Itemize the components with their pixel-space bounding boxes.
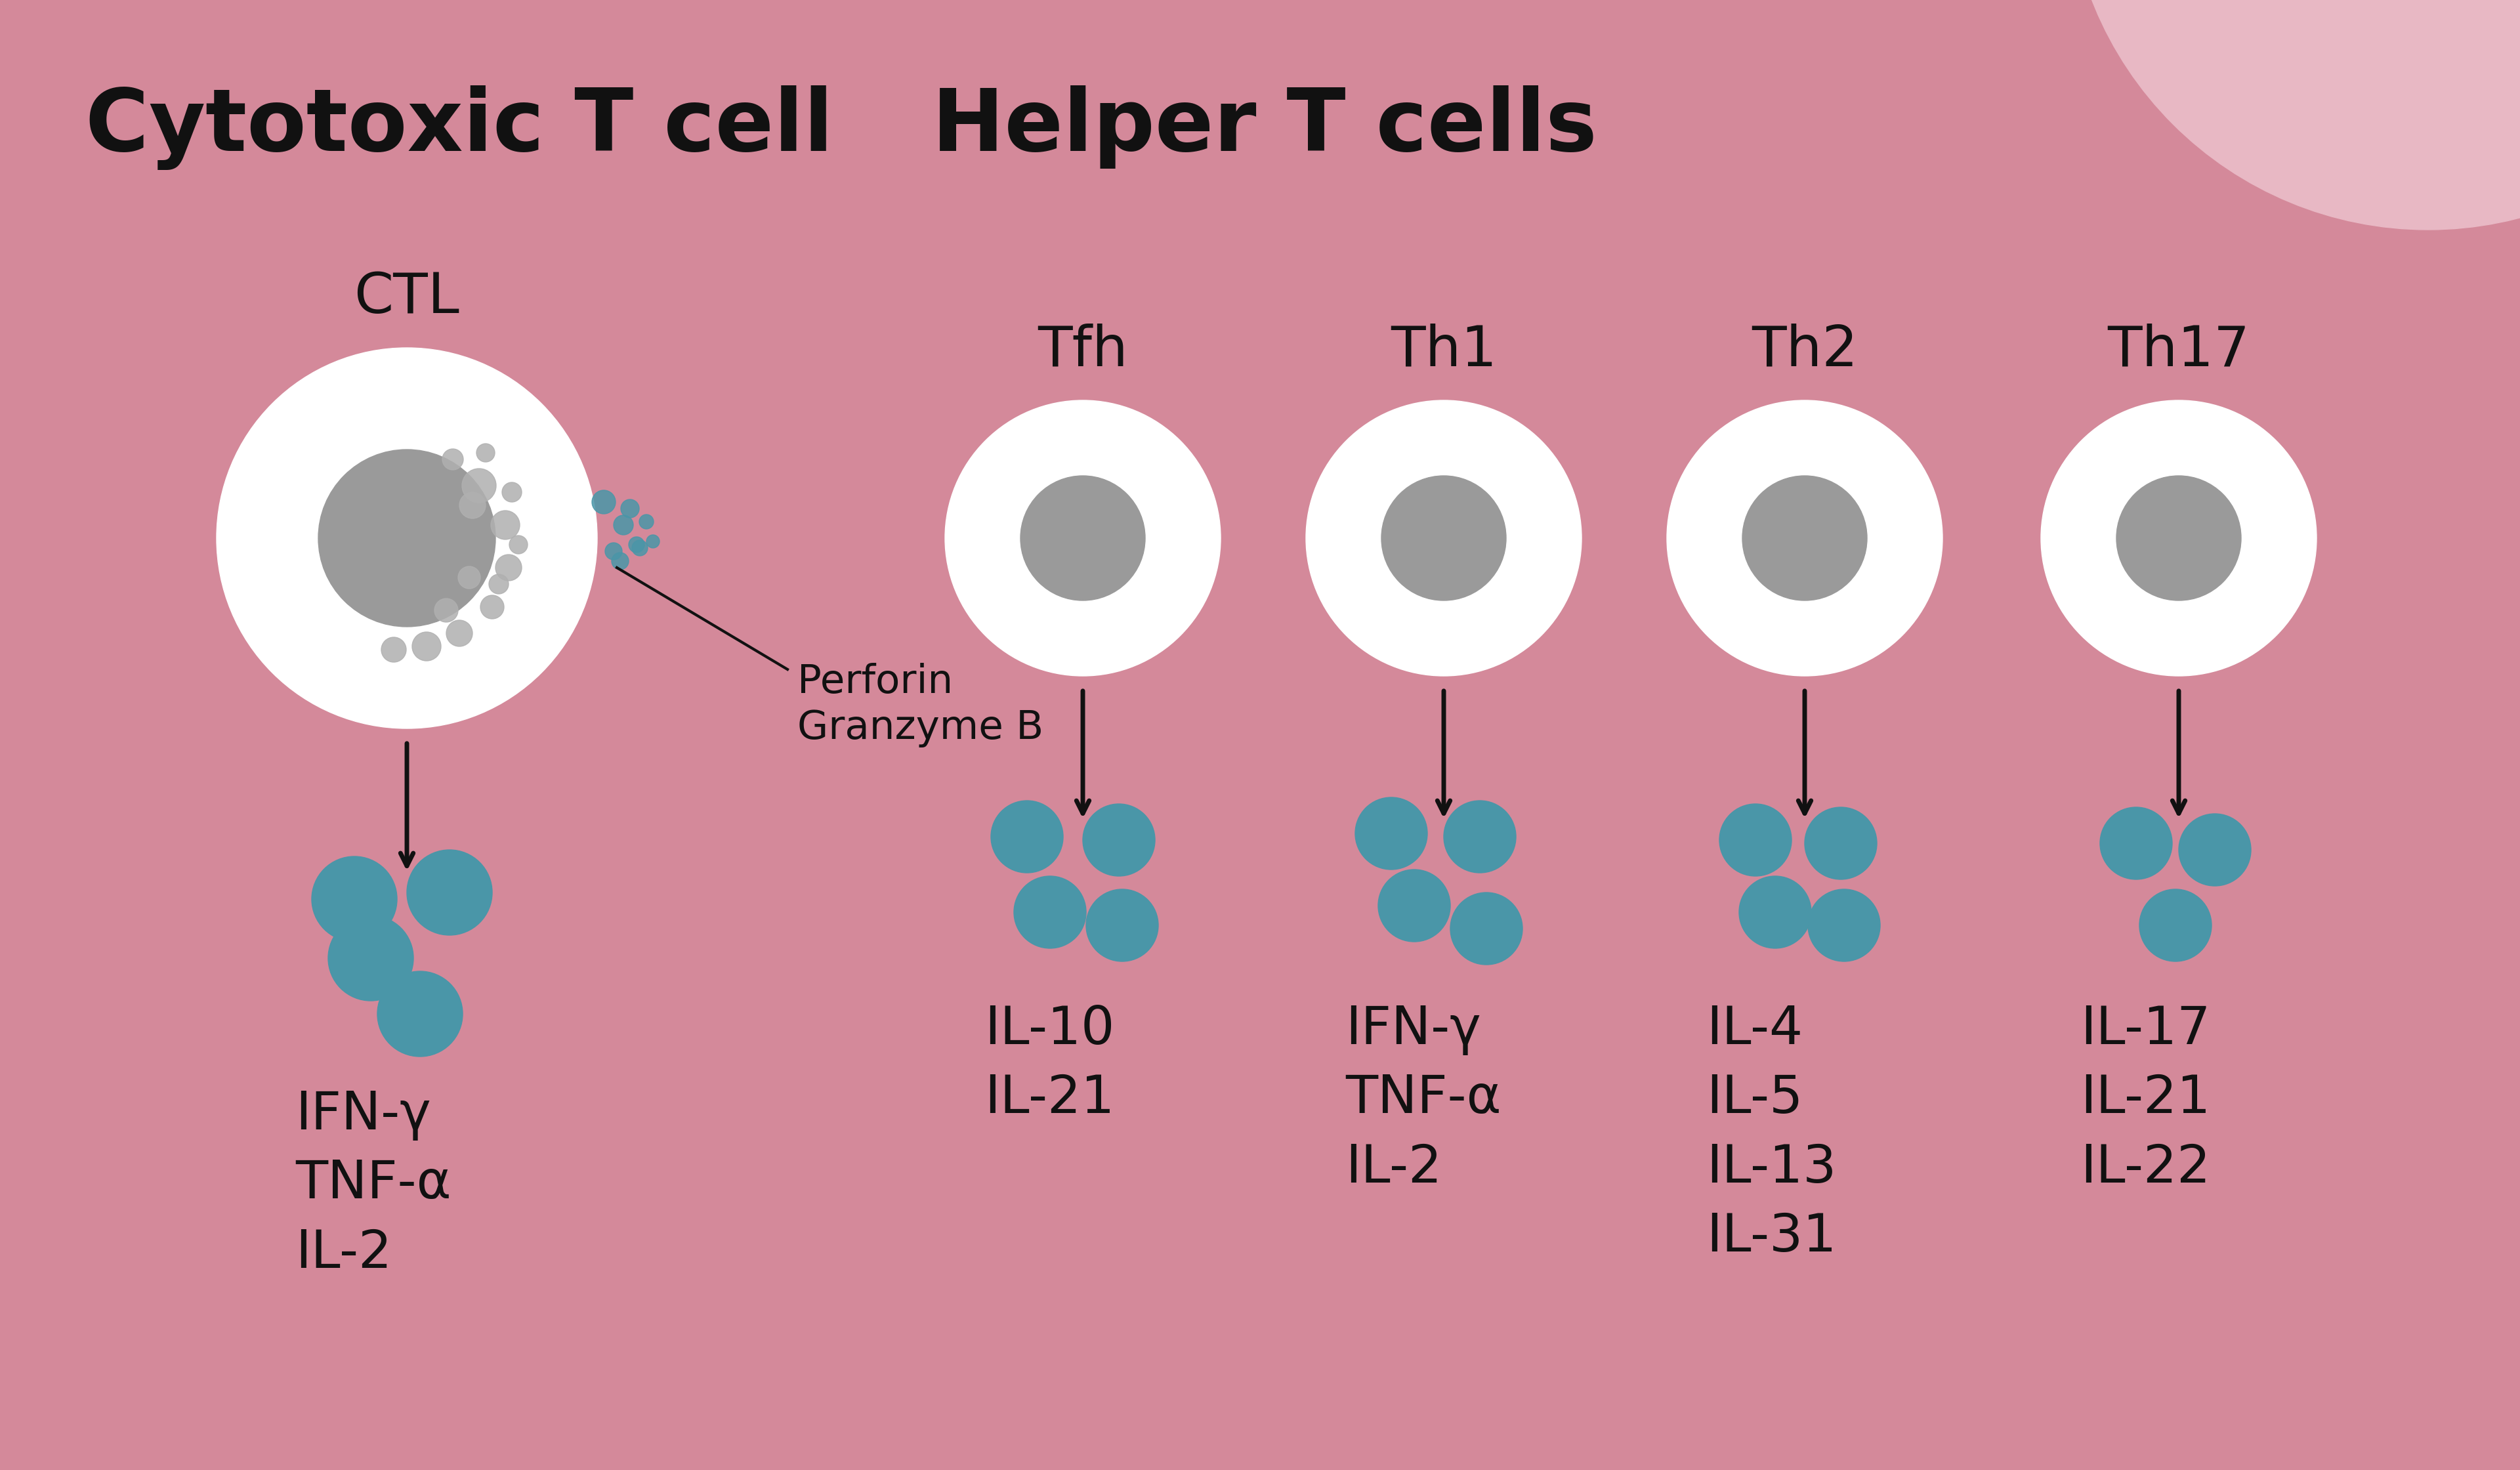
- Circle shape: [1086, 889, 1159, 961]
- Circle shape: [2066, 0, 2520, 229]
- Circle shape: [381, 637, 406, 662]
- Circle shape: [446, 620, 474, 647]
- Circle shape: [481, 595, 504, 619]
- Text: IL-4
IL-5
IL-13
IL-31: IL-4 IL-5 IL-13 IL-31: [1706, 1004, 1837, 1263]
- Text: IFN-γ
TNF-α
IL-2: IFN-γ TNF-α IL-2: [1346, 1004, 1502, 1194]
- Circle shape: [433, 598, 459, 622]
- Text: Th17: Th17: [2107, 323, 2250, 378]
- Text: Perforin: Perforin: [796, 663, 953, 701]
- Circle shape: [633, 539, 648, 556]
- Circle shape: [1666, 400, 1943, 676]
- Circle shape: [461, 469, 496, 503]
- Circle shape: [489, 575, 509, 594]
- Circle shape: [491, 510, 519, 539]
- Circle shape: [1739, 876, 1812, 948]
- Circle shape: [2139, 889, 2213, 961]
- Circle shape: [605, 542, 622, 560]
- Circle shape: [612, 553, 627, 570]
- Circle shape: [1807, 889, 1880, 961]
- Circle shape: [627, 537, 645, 553]
- Circle shape: [1356, 797, 1426, 870]
- Circle shape: [318, 450, 496, 626]
- Text: CTL: CTL: [355, 270, 459, 325]
- Circle shape: [592, 490, 615, 514]
- Circle shape: [1804, 807, 1877, 879]
- Text: IL-10
IL-21: IL-10 IL-21: [985, 1004, 1114, 1125]
- Circle shape: [312, 857, 398, 942]
- Text: IL-17
IL-21
IL-22: IL-17 IL-21 IL-22: [2082, 1004, 2210, 1194]
- Circle shape: [217, 348, 597, 729]
- Circle shape: [378, 972, 464, 1057]
- Circle shape: [501, 482, 522, 503]
- Circle shape: [444, 448, 464, 470]
- Circle shape: [2099, 807, 2172, 879]
- Text: IFN-γ
TNF-α
IL-2: IFN-γ TNF-α IL-2: [295, 1089, 451, 1279]
- Circle shape: [1381, 476, 1507, 600]
- Circle shape: [413, 632, 441, 662]
- Circle shape: [1378, 870, 1452, 942]
- Circle shape: [1444, 801, 1517, 873]
- Circle shape: [1305, 400, 1583, 676]
- Circle shape: [459, 566, 481, 588]
- Circle shape: [640, 514, 653, 529]
- Text: Th2: Th2: [1751, 323, 1857, 378]
- Circle shape: [648, 535, 660, 548]
- Circle shape: [2117, 476, 2240, 600]
- Circle shape: [1719, 804, 1792, 876]
- Circle shape: [1084, 804, 1154, 876]
- Circle shape: [1013, 876, 1086, 948]
- Text: Th1: Th1: [1391, 323, 1497, 378]
- Text: Granzyme B: Granzyme B: [796, 709, 1043, 747]
- Circle shape: [1021, 476, 1144, 600]
- Circle shape: [2180, 814, 2250, 886]
- Text: Cytotoxic T cell: Cytotoxic T cell: [86, 85, 834, 171]
- Circle shape: [2041, 400, 2316, 676]
- Circle shape: [328, 916, 413, 1001]
- Circle shape: [476, 444, 494, 462]
- Circle shape: [496, 554, 522, 581]
- Text: Tfh: Tfh: [1038, 323, 1129, 378]
- Circle shape: [406, 850, 491, 935]
- Circle shape: [509, 535, 527, 554]
- Circle shape: [945, 400, 1220, 676]
- Circle shape: [1741, 476, 1867, 600]
- Circle shape: [620, 500, 640, 517]
- Circle shape: [612, 514, 633, 535]
- Text: Helper T cells: Helper T cells: [932, 85, 1598, 169]
- Circle shape: [459, 492, 486, 519]
- Circle shape: [1452, 892, 1522, 964]
- Circle shape: [990, 801, 1063, 873]
